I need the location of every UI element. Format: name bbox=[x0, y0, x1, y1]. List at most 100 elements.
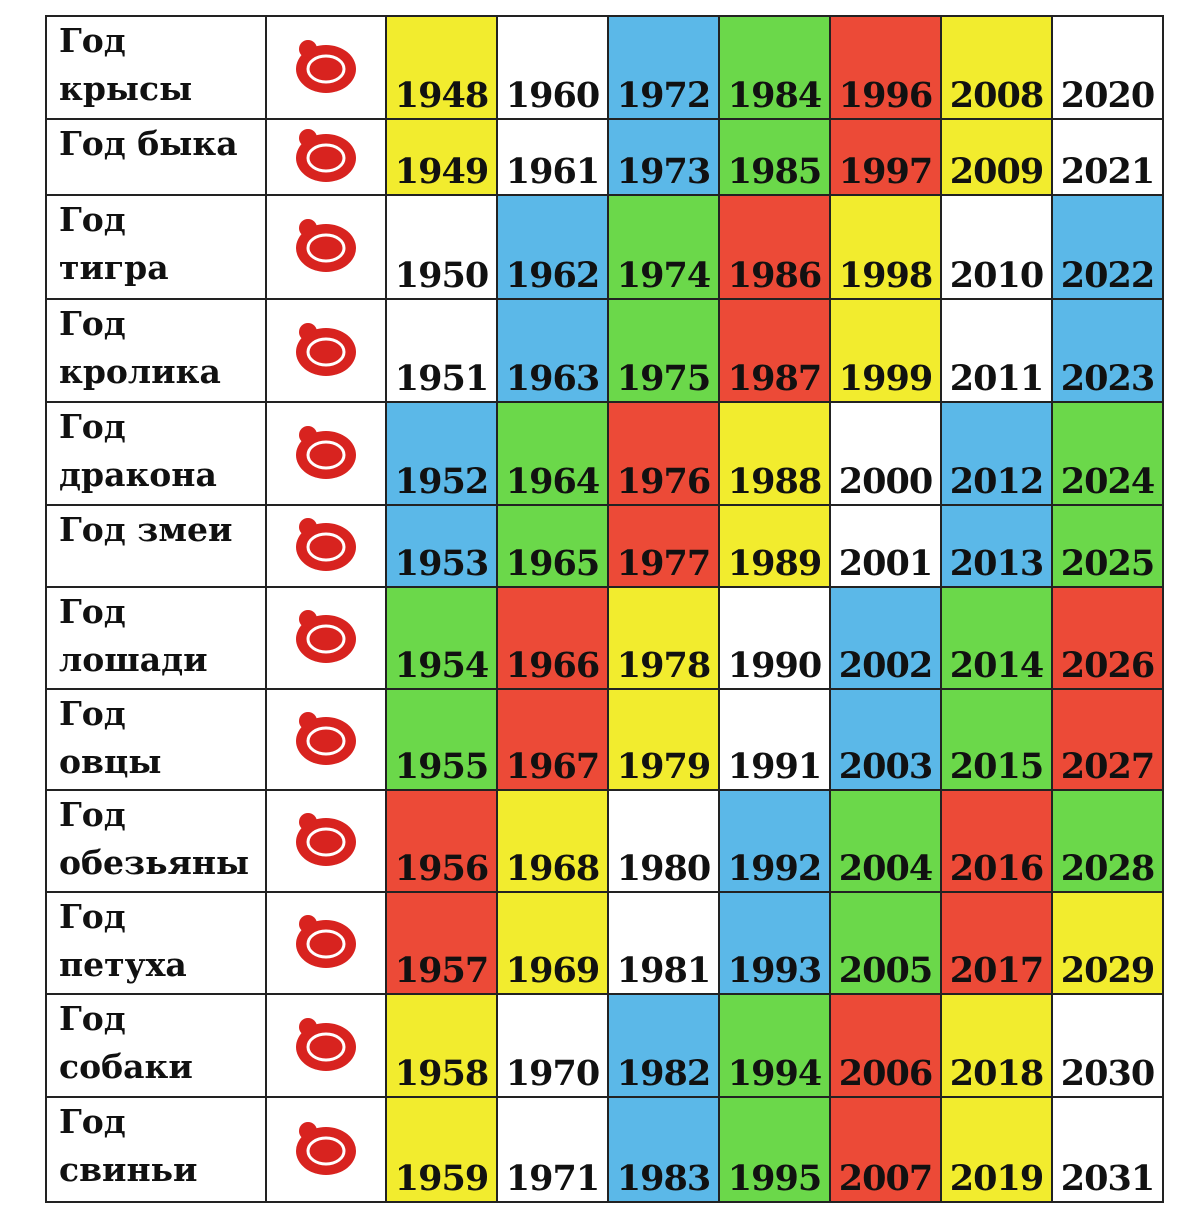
year-cell: 1963 bbox=[496, 298, 609, 403]
year-cell: 1962 bbox=[496, 194, 609, 300]
year-cell: 2020 bbox=[1051, 15, 1164, 120]
year-cell: 2009 bbox=[940, 118, 1053, 196]
year-cell: 2030 bbox=[1051, 993, 1164, 1098]
year-cell: 1987 bbox=[718, 298, 831, 403]
zodiac-icon bbox=[296, 1017, 356, 1071]
year-cell: 1948 bbox=[385, 15, 498, 120]
year-cell: 1956 bbox=[385, 789, 498, 893]
year-cell: 1985 bbox=[718, 118, 831, 196]
icon-cell bbox=[265, 586, 387, 690]
year-cell: 2008 bbox=[940, 15, 1053, 120]
year-cell: 2003 bbox=[829, 688, 942, 791]
row-label: Год овцы bbox=[45, 688, 267, 791]
year-cell: 1978 bbox=[607, 586, 720, 690]
year-cell: 1954 bbox=[385, 586, 498, 690]
row: Год дракона 1952 1964 1976 1988 2000 2012 2024 bbox=[45, 401, 1164, 506]
row: Год петуха 1957 1969 1981 1993 2005 2017 2029 bbox=[45, 891, 1164, 995]
year-cell: 1994 bbox=[718, 993, 831, 1098]
year-cell: 2014 bbox=[940, 586, 1053, 690]
year-cell: 2029 bbox=[1051, 891, 1164, 995]
year-cell: 1977 bbox=[607, 504, 720, 588]
row: Год кролика 1951 1963 1975 1987 1999 2011 2023 bbox=[45, 298, 1164, 403]
zodiac-icon bbox=[296, 915, 356, 968]
year-cell: 1991 bbox=[718, 688, 831, 791]
row-label: Год кролика bbox=[45, 298, 267, 403]
year-cell: 1992 bbox=[718, 789, 831, 893]
year-cell: 1957 bbox=[385, 891, 498, 995]
year-cell: 2016 bbox=[940, 789, 1053, 893]
table-body: Год крысы 1948 1960 1972 1984 1996 2008 2020 Год… bbox=[45, 15, 1164, 1203]
zodiac-icon bbox=[296, 1121, 356, 1175]
year-cell: 1982 bbox=[607, 993, 720, 1098]
row-label: Год дракона bbox=[45, 401, 267, 506]
year-cell: 2018 bbox=[940, 993, 1053, 1098]
year-cell: 1999 bbox=[829, 298, 942, 403]
icon-cell bbox=[265, 194, 387, 300]
year-cell: 1972 bbox=[607, 15, 720, 120]
row-label: Год свиньи bbox=[45, 1096, 267, 1203]
icon-cell bbox=[265, 15, 387, 120]
year-cell: 2015 bbox=[940, 688, 1053, 791]
year-cell: 2006 bbox=[829, 993, 942, 1098]
row: Год змеи 1953 1965 1977 1989 2001 2013 2025 bbox=[45, 504, 1164, 588]
row-label: Год лошади bbox=[45, 586, 267, 690]
zodiac-icon bbox=[296, 129, 356, 182]
year-cell: 1960 bbox=[496, 15, 609, 120]
row: Год овцы 1955 1967 1979 1991 2003 2015 2027 bbox=[45, 688, 1164, 791]
zodiac-icon bbox=[296, 711, 356, 765]
zodiac-icon bbox=[296, 610, 356, 663]
zodiac-icon bbox=[296, 39, 356, 93]
year-cell: 2007 bbox=[829, 1096, 942, 1203]
icon-cell bbox=[265, 504, 387, 588]
row: Год тигра 1950 1962 1974 1986 1998 2010 2022 bbox=[45, 194, 1164, 300]
year-cell: 2027 bbox=[1051, 688, 1164, 791]
year-cell: 1955 bbox=[385, 688, 498, 791]
zodiac-table: Год крысы 1948 1960 1972 1984 1996 2008 2020 Год… bbox=[45, 15, 1164, 1203]
zodiac-icon bbox=[296, 322, 356, 376]
year-cell: 1979 bbox=[607, 688, 720, 791]
year-cell: 1986 bbox=[718, 194, 831, 300]
year-cell: 1953 bbox=[385, 504, 498, 588]
year-cell: 1998 bbox=[829, 194, 942, 300]
year-cell: 1965 bbox=[496, 504, 609, 588]
icon-cell bbox=[265, 1096, 387, 1203]
year-cell: 1975 bbox=[607, 298, 720, 403]
year-cell: 2019 bbox=[940, 1096, 1053, 1203]
year-cell: 1959 bbox=[385, 1096, 498, 1203]
year-cell: 2002 bbox=[829, 586, 942, 690]
row: Год свиньи 1959 1971 1983 1995 2007 2019 2031 bbox=[45, 1096, 1164, 1203]
year-cell: 1976 bbox=[607, 401, 720, 506]
row-label: Год змеи bbox=[45, 504, 267, 588]
year-cell: 2011 bbox=[940, 298, 1053, 403]
zodiac-icon bbox=[296, 518, 356, 571]
year-cell: 1990 bbox=[718, 586, 831, 690]
row-label: Год тигра bbox=[45, 194, 267, 300]
year-cell: 1984 bbox=[718, 15, 831, 120]
year-cell: 1968 bbox=[496, 789, 609, 893]
year-cell: 1980 bbox=[607, 789, 720, 893]
icon-cell bbox=[265, 688, 387, 791]
icon-cell bbox=[265, 118, 387, 196]
icon-cell bbox=[265, 789, 387, 893]
row: Год обезьяны 1956 1968 1980 1992 2004 2016 2028 bbox=[45, 789, 1164, 893]
year-cell: 1983 bbox=[607, 1096, 720, 1203]
row: Год быка 1949 1961 1973 1985 1997 2009 2021 bbox=[45, 118, 1164, 196]
year-cell: 1996 bbox=[829, 15, 942, 120]
zodiac-icon bbox=[296, 425, 356, 479]
year-cell: 1993 bbox=[718, 891, 831, 995]
row: Год лошади 1954 1966 1978 1990 2002 2014 2026 bbox=[45, 586, 1164, 690]
year-cell: 1989 bbox=[718, 504, 831, 588]
year-cell: 2025 bbox=[1051, 504, 1164, 588]
year-cell: 1981 bbox=[607, 891, 720, 995]
year-cell: 2024 bbox=[1051, 401, 1164, 506]
year-cell: 2021 bbox=[1051, 118, 1164, 196]
year-cell: 1988 bbox=[718, 401, 831, 506]
year-cell: 1951 bbox=[385, 298, 498, 403]
year-cell: 2012 bbox=[940, 401, 1053, 506]
year-cell: 1969 bbox=[496, 891, 609, 995]
row-label: Год петуха bbox=[45, 891, 267, 995]
zodiac-icon bbox=[296, 219, 356, 272]
year-cell: 1964 bbox=[496, 401, 609, 506]
year-cell: 1966 bbox=[496, 586, 609, 690]
icon-cell bbox=[265, 891, 387, 995]
